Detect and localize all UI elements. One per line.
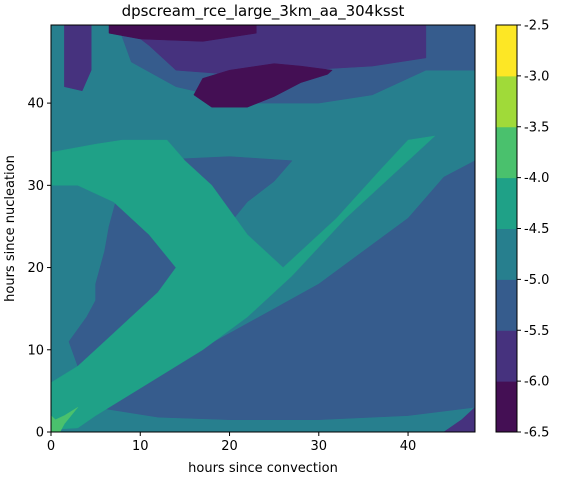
colorbar-segment (496, 279, 517, 331)
colorbar-tick-label: -4.5 (524, 222, 549, 237)
contour-region-8 (51, 135, 436, 430)
contour-region-9 (51, 407, 78, 432)
contour-region-4 (108, 25, 257, 42)
contour-region-3 (64, 25, 92, 92)
y-axis-ticks: 0 10 20 30 40 (27, 97, 51, 441)
colorbar-segment (496, 75, 517, 128)
x-tick-label: 10 (132, 439, 149, 454)
x-axis-ticks: 0 10 20 30 40 (47, 432, 416, 454)
plot-frame (50, 24, 476, 433)
x-tick-label: 30 (311, 439, 328, 454)
colorbar-tick-label: -3.0 (524, 69, 549, 84)
colorbar-tick-label: -5.0 (524, 273, 549, 288)
x-tick-label: 40 (400, 439, 417, 454)
colorbar-tick-label: -5.5 (524, 324, 549, 339)
y-tick-label: 40 (27, 97, 44, 112)
y-tick-label: 0 (36, 426, 44, 441)
colorbar-segment (496, 126, 517, 179)
colorbar-segment (496, 330, 517, 382)
colorbar: -6.5 -6.0 -5.5 -5.0 -4.5 -4.0 -3.5 -3.0 -2.5 (495, 19, 549, 441)
colorbar-tick-label: -2.5 (524, 19, 549, 34)
contour-region-10 (443, 406, 475, 432)
colorbar-segment (496, 381, 517, 433)
plot-area (50, 24, 476, 433)
chart-title: dpscream_rce_large_3km_aa_304ksst (122, 2, 405, 21)
x-tick-label: 20 (221, 439, 238, 454)
colorbar-segment (496, 177, 517, 230)
colorbar-tick-label: -6.5 (524, 426, 549, 441)
x-axis-label: hours since convection (188, 461, 338, 476)
y-tick-label: 10 (27, 343, 44, 358)
colorbar-tick-label: -6.0 (524, 375, 549, 390)
colorbar-segment (496, 228, 517, 280)
x-tick-label: 0 (47, 439, 55, 454)
y-tick-label: 20 (27, 261, 44, 276)
contour-region-5 (193, 63, 333, 108)
y-axis-label: hours since nucleation (3, 155, 18, 302)
colorbar-segment (496, 25, 517, 77)
y-tick-label: 30 (27, 179, 44, 194)
colorbar-tick-label: -4.0 (524, 171, 549, 186)
contour-layer (51, 25, 475, 432)
colorbar-tick-label: -3.5 (524, 120, 549, 135)
